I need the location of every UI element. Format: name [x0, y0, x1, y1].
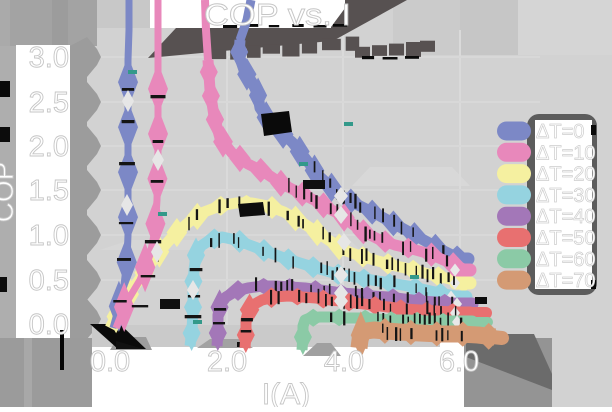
svg-text:3.0: 3.0	[29, 42, 69, 74]
svg-text:COP: COP	[0, 162, 19, 223]
svg-text:ΔT=0: ΔT=0	[536, 121, 584, 143]
svg-text:ΔT=10: ΔT=10	[536, 142, 596, 164]
svg-text:0.0: 0.0	[90, 346, 130, 378]
svg-text:ΔT=60: ΔT=60	[536, 249, 596, 271]
svg-text:ΔT=40: ΔT=40	[536, 206, 596, 228]
svg-text:4.0: 4.0	[324, 346, 364, 378]
svg-text:COP vs. I: COP vs. I	[204, 0, 351, 32]
svg-text:1.5: 1.5	[29, 175, 69, 207]
svg-text:2.5: 2.5	[29, 87, 69, 119]
svg-text:6.0: 6.0	[439, 346, 479, 378]
svg-text:I(A): I(A)	[262, 378, 310, 407]
svg-text:0.0: 0.0	[29, 309, 69, 341]
svg-text:ΔT=70: ΔT=70	[536, 270, 596, 292]
svg-text:ΔT=20: ΔT=20	[536, 164, 596, 186]
svg-text:1.0: 1.0	[29, 220, 69, 252]
svg-text:2.0: 2.0	[207, 346, 247, 378]
svg-text:ΔT=50: ΔT=50	[536, 228, 596, 250]
svg-text:2.0: 2.0	[29, 131, 69, 163]
svg-text:ΔT=30: ΔT=30	[536, 185, 596, 207]
svg-text:0.5: 0.5	[29, 265, 69, 297]
